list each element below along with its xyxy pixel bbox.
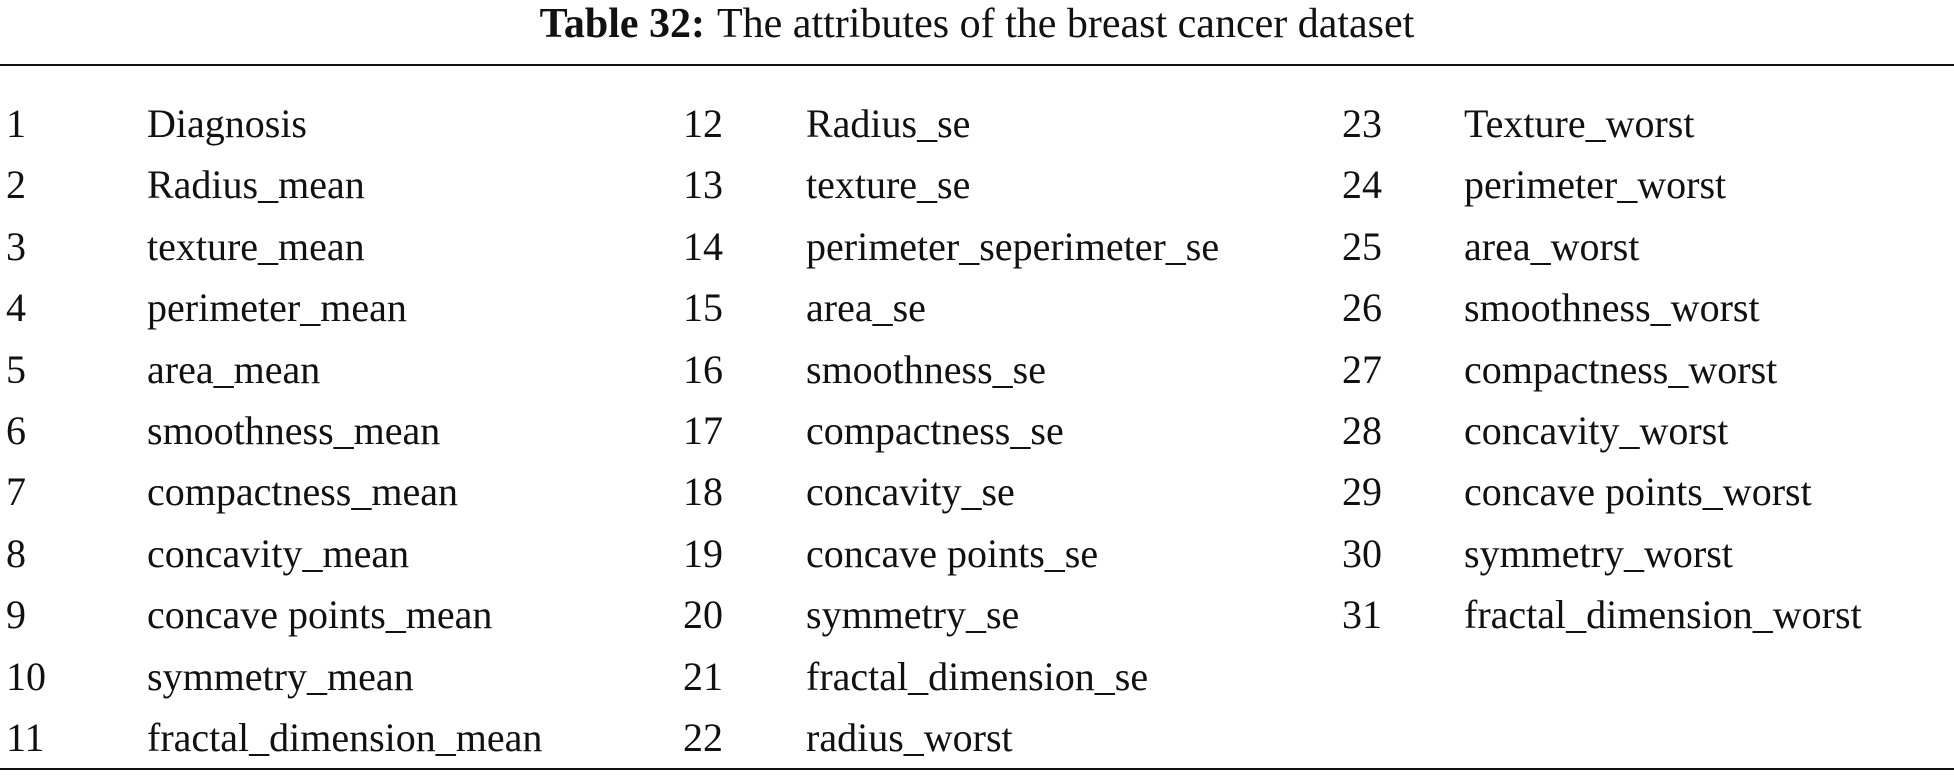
- attribute-name: perimeter_worst: [1464, 162, 1727, 208]
- attribute-name: symmetry_mean: [147, 653, 414, 699]
- row-number: 7: [6, 469, 26, 515]
- row-number: 24: [1342, 162, 1382, 208]
- attribute-name: smoothness_mean: [147, 408, 441, 453]
- attribute-name: fractal_dimension_mean: [147, 715, 543, 760]
- row-number: 3: [6, 223, 26, 269]
- row-number: 8: [6, 530, 26, 576]
- row-number: 11: [6, 715, 45, 760]
- row-number: 2: [6, 162, 26, 208]
- row-number: 1: [6, 101, 26, 146]
- attribute-name: texture_se: [806, 162, 971, 208]
- attribute-name: concavity_mean: [147, 530, 410, 576]
- attribute-name: concave points_mean: [147, 592, 493, 638]
- row-number: 15: [683, 285, 723, 331]
- row-number: 13: [683, 162, 723, 208]
- row-number: 12: [683, 101, 723, 146]
- attribute-name: concave points_worst: [1464, 469, 1812, 515]
- attribute-name: perimeter_mean: [147, 285, 407, 331]
- row-number: 9: [6, 592, 26, 638]
- attribute-name: symmetry_worst: [1464, 530, 1733, 576]
- row-number: 18: [683, 469, 723, 515]
- attribute-name: Texture_worst: [1464, 101, 1695, 146]
- attribute-name: Radius_mean: [147, 162, 365, 208]
- table-caption: Table 32: The attributes of the breast ca…: [0, 2, 1954, 46]
- row-number: 22: [683, 715, 723, 760]
- row-number: 14: [683, 223, 723, 269]
- attribute-name: Radius_se: [806, 101, 971, 146]
- attribute-name: concavity_se: [806, 469, 1015, 515]
- row-number: 19: [683, 530, 723, 576]
- row-number: 6: [6, 408, 26, 453]
- attribute-name: area_mean: [147, 346, 321, 392]
- bottom-rule: [0, 768, 1954, 770]
- row-number: 31: [1342, 592, 1382, 638]
- row-number: 29: [1342, 469, 1382, 515]
- attribute-name: concave points_se: [806, 530, 1099, 576]
- top-rule: [0, 64, 1954, 66]
- row-number: 20: [683, 592, 723, 638]
- caption-label: Table 32:: [539, 1, 705, 47]
- row-number: 26: [1342, 285, 1382, 331]
- row-number: 17: [683, 408, 723, 453]
- row-number: 30: [1342, 530, 1382, 576]
- attribute-name: compactness_mean: [147, 469, 458, 515]
- attribute-name: area_se: [806, 285, 926, 331]
- attribute-name: fractal_dimension_worst: [1464, 592, 1862, 638]
- attribute-name: area_worst: [1464, 223, 1640, 269]
- row-number: 28: [1342, 408, 1382, 453]
- attribute-name: smoothness_se: [806, 346, 1046, 392]
- attribute-name: compactness_se: [806, 408, 1064, 453]
- row-number: 5: [6, 346, 26, 392]
- attribute-name: fractal_dimension_se: [806, 653, 1149, 699]
- attribute-name: symmetry_se: [806, 592, 1020, 638]
- attribute-name: perimeter_seperimeter_se: [806, 223, 1220, 269]
- row-number: 23: [1342, 101, 1382, 146]
- attribute-name: radius_worst: [806, 715, 1013, 760]
- row-number: 16: [683, 346, 723, 392]
- row-number: 27: [1342, 346, 1382, 392]
- row-number: 21: [683, 653, 723, 699]
- row-number: 25: [1342, 223, 1382, 269]
- row-number: 10: [6, 653, 46, 699]
- attribute-name: texture_mean: [147, 223, 365, 269]
- caption-text: The attributes of the breast cancer data…: [717, 1, 1415, 47]
- attribute-name: smoothness_worst: [1464, 285, 1760, 331]
- attribute-name: Diagnosis: [147, 101, 307, 146]
- attribute-name: compactness_worst: [1464, 346, 1778, 392]
- row-number: 4: [6, 285, 26, 331]
- attribute-name: concavity_worst: [1464, 408, 1729, 453]
